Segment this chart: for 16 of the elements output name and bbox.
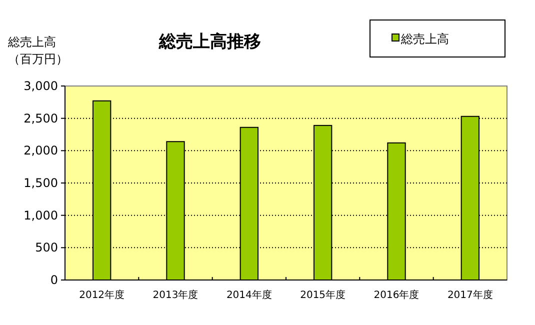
x-tick-label: 2017年度 [447,289,493,301]
legend-label: 総売上高 [400,32,449,46]
x-tick-label: 2013年度 [152,289,198,301]
y-tick-label: 2,500 [24,111,58,126]
y-tick-label: 1,000 [24,208,58,222]
x-tick-label: 2015年度 [300,289,346,301]
x-tick-label: 2014年度 [226,289,272,301]
y-tick-label: 1,500 [24,176,58,190]
y-tick-label: 0 [50,273,58,287]
y-tick-label: 2,000 [24,144,58,158]
chart-title: 総売上高推移 [158,32,261,52]
y-tick-label: 3,000 [24,79,58,93]
x-tick-label: 2012年度 [79,289,125,301]
x-tick-label: 2016年度 [374,289,420,301]
y-tick-label: 500 [35,240,58,255]
y-axis-title: 総売上高（百万円） [8,34,69,68]
